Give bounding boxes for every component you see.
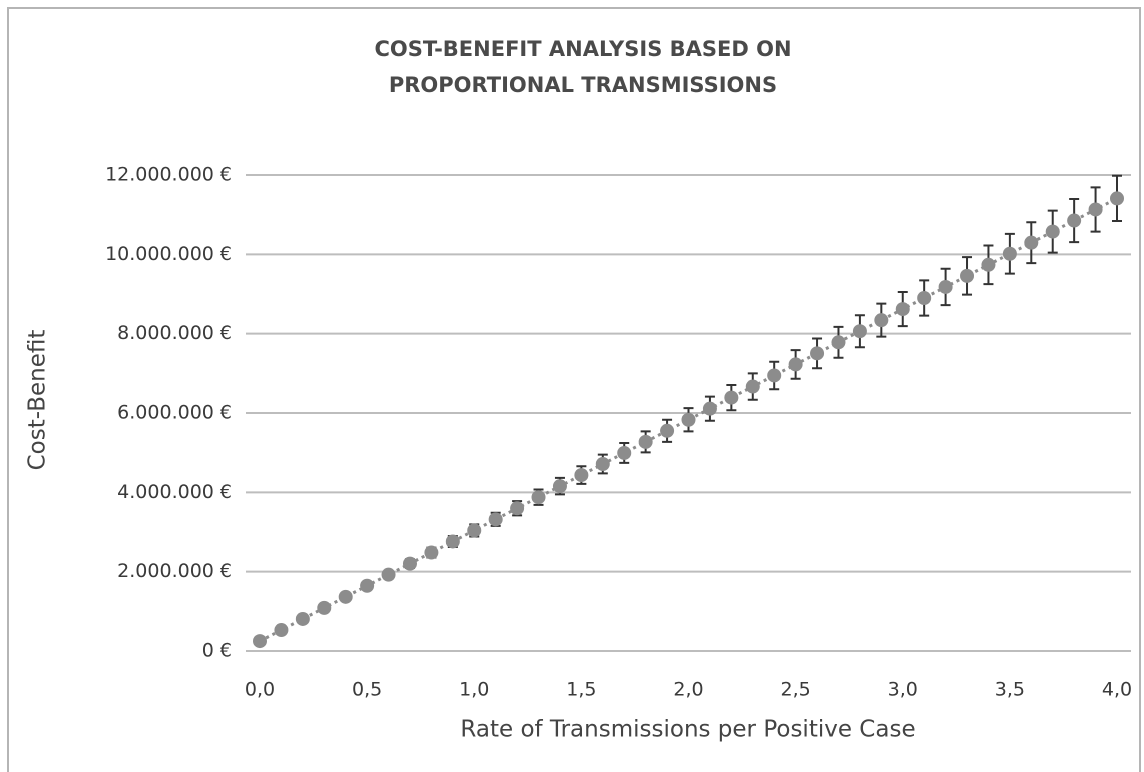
data-point bbox=[467, 523, 482, 538]
data-point bbox=[510, 501, 525, 516]
data-point bbox=[702, 401, 717, 416]
data-point bbox=[852, 324, 867, 339]
data-point bbox=[445, 534, 460, 549]
chart-title: COST-BENEFIT ANALYSIS BASED ON bbox=[374, 37, 791, 61]
x-tick-label: 0,0 bbox=[245, 679, 275, 701]
y-tick-label: 2.000.000 € bbox=[117, 560, 232, 582]
x-tick-label: 3,5 bbox=[995, 679, 1025, 701]
x-tick-label: 0,5 bbox=[352, 679, 382, 701]
data-point bbox=[381, 567, 396, 582]
data-point bbox=[488, 512, 503, 527]
data-point bbox=[874, 313, 889, 328]
x-tick-label: 2,0 bbox=[673, 679, 703, 701]
y-tick-label: 4.000.000 € bbox=[117, 481, 232, 503]
data-point bbox=[338, 589, 353, 604]
data-point bbox=[831, 335, 846, 350]
chart-border bbox=[7, 7, 1141, 772]
data-point bbox=[638, 434, 653, 449]
data-point bbox=[745, 379, 760, 394]
data-point bbox=[360, 578, 375, 593]
data-point bbox=[295, 611, 310, 626]
data-point bbox=[1002, 246, 1017, 261]
data-point bbox=[253, 634, 267, 649]
data-point bbox=[274, 623, 289, 638]
data-point bbox=[788, 357, 803, 372]
data-point bbox=[938, 279, 953, 294]
data-point bbox=[917, 291, 932, 306]
chart-title: PROPORTIONAL TRANSMISSIONS bbox=[389, 73, 777, 97]
x-tick-label: 4,0 bbox=[1102, 679, 1132, 701]
y-tick-label: 6.000.000 € bbox=[117, 402, 232, 424]
data-point bbox=[317, 600, 332, 615]
data-point bbox=[981, 257, 996, 272]
data-point bbox=[810, 346, 825, 361]
data-point bbox=[1045, 224, 1060, 239]
data-point bbox=[617, 445, 632, 460]
data-point bbox=[595, 457, 610, 472]
y-tick-label: 10.000.000 € bbox=[105, 243, 232, 265]
data-point bbox=[1110, 191, 1124, 206]
data-point bbox=[1067, 213, 1082, 228]
x-tick-label: 1,5 bbox=[566, 679, 596, 701]
data-point bbox=[724, 390, 739, 405]
data-point bbox=[424, 545, 439, 560]
data-point bbox=[402, 556, 417, 571]
data-point bbox=[531, 490, 546, 505]
x-tick-label: 2,5 bbox=[781, 679, 811, 701]
data-point bbox=[767, 368, 782, 383]
data-point bbox=[660, 423, 675, 438]
y-axis-title: Cost-Benefit bbox=[25, 330, 51, 471]
y-tick-label: 8.000.000 € bbox=[117, 322, 232, 344]
x-tick-label: 1,0 bbox=[459, 679, 489, 701]
data-point bbox=[574, 468, 589, 483]
data-point bbox=[1024, 235, 1039, 250]
data-point bbox=[960, 268, 975, 283]
x-tick-label: 3,0 bbox=[888, 679, 918, 701]
x-axis-title: Rate of Transmissions per Positive Case bbox=[460, 717, 915, 743]
data-point bbox=[681, 412, 696, 427]
y-tick-label: 0 € bbox=[202, 640, 232, 662]
data-point bbox=[895, 302, 910, 317]
data-point bbox=[1088, 202, 1103, 217]
y-tick-label: 12.000.000 € bbox=[105, 164, 232, 186]
data-point bbox=[552, 479, 567, 494]
